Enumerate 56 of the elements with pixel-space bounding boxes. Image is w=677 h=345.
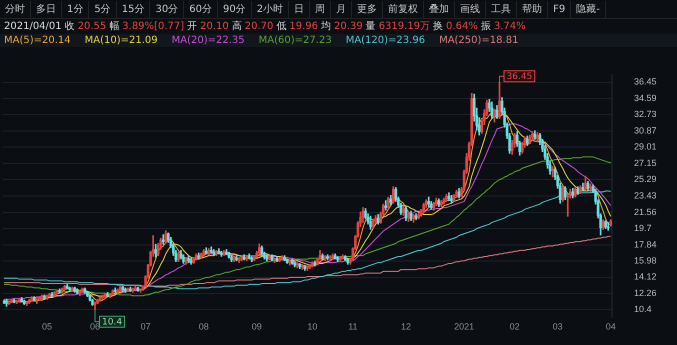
text: MA(20)=22.35 (172, 34, 245, 47)
text: MA(250)=18.81 (439, 34, 518, 47)
text: F9 (548, 0, 572, 18)
x-tick-label: 12 (400, 321, 411, 332)
text: 5分 (89, 0, 117, 18)
text: 帮助 (517, 0, 548, 18)
x-tick-label: 03 (552, 321, 563, 332)
y-tick-label: 14.12 (634, 272, 657, 282)
y-tick-label: 15.98 (634, 256, 657, 266)
text: 60分 (184, 0, 218, 18)
annotation: 36.45 (506, 72, 532, 82)
y-tick-label: 12.26 (634, 288, 657, 298)
y-tick-label: 29.01 (634, 142, 657, 152)
x-tick-label: 04 (606, 321, 616, 332)
text: 90分 (218, 0, 252, 18)
text: 画线 (455, 0, 486, 18)
x-tick-label: 06 (90, 321, 100, 332)
text: MA(120)=23.96 (346, 34, 426, 47)
text: 分时 (0, 0, 31, 18)
y-tick-label: 23.43 (634, 190, 657, 200)
text: 15分 (116, 0, 150, 18)
x-tick-label: 08 (198, 321, 209, 332)
text: 周 (310, 0, 332, 18)
text: MA(10)=21.09 (84, 34, 158, 47)
text: 隐藏- (571, 0, 606, 18)
text: 月 (331, 0, 352, 18)
text: MA(60)=27.23 (258, 34, 332, 47)
text: 工具 (486, 0, 518, 18)
text: MA(5)=20.14 (4, 34, 71, 47)
text: 多日 (31, 0, 62, 18)
y-tick-label: 32.73 (634, 109, 657, 120)
text: 前复权 (383, 0, 424, 18)
y-tick-label: 10.4 (634, 304, 652, 314)
text: 1分 (62, 0, 90, 18)
text: 更多 (352, 0, 384, 18)
y-tick-label: 19.7 (634, 223, 652, 234)
x-tick-label: 10 (307, 321, 318, 332)
y-tick-label: 17.84 (634, 239, 657, 250)
text: 日 (289, 0, 310, 18)
text: 叠加 (424, 0, 456, 18)
text: 2小时 (252, 0, 290, 18)
y-tick-label: 25.29 (634, 174, 657, 184)
x-tick-label: 02 (510, 321, 520, 332)
x-tick-label: 09 (252, 321, 262, 332)
y-tick-label: 21.56 (634, 206, 657, 217)
annotation: 10.4 (102, 318, 122, 328)
y-tick-label: 27.15 (634, 158, 657, 168)
text: 30分 (150, 0, 184, 18)
text: 2021/04/01 收 20.55 幅 3.89%[0.77] 开 20.10 高 20.70 低 19.96 均 20.39 量 6319.19万 换 0.64% 振 3.74% (4, 21, 526, 32)
x-tick-label: 2021 (454, 321, 474, 332)
x-tick-label: 07 (140, 321, 151, 332)
y-tick-label: 36.45 (634, 76, 657, 87)
y-tick-label: 34.59 (634, 92, 657, 103)
y-tick-label: 30.87 (634, 125, 657, 136)
x-tick-label: 05 (42, 321, 52, 332)
x-tick-label: 11 (348, 321, 358, 332)
